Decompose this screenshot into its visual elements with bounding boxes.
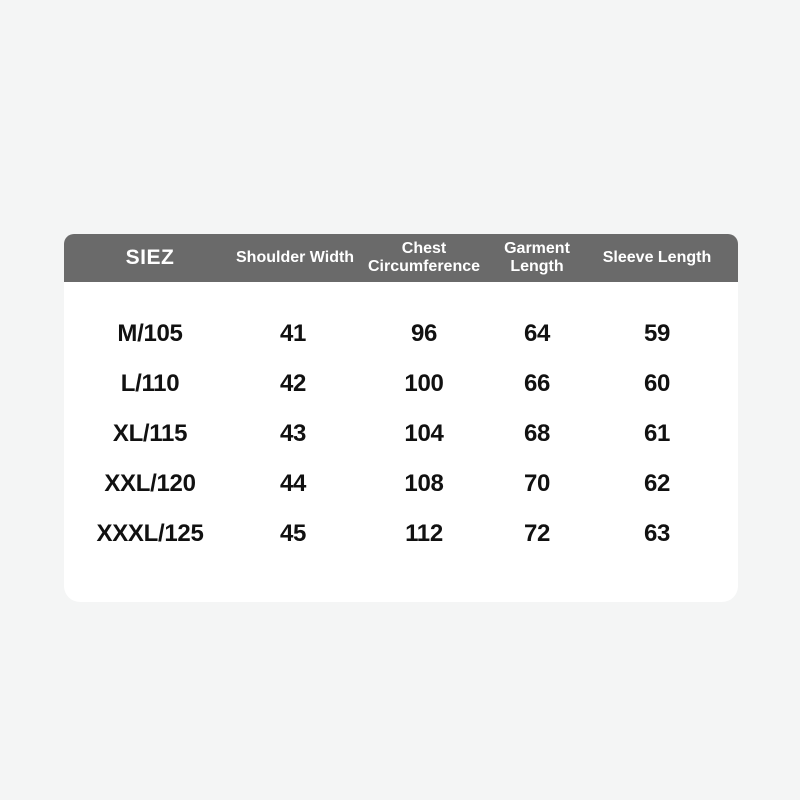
- sleeve-length-cell: 62: [643, 470, 671, 497]
- size-chart-header-row: SIEZ Shoulder Width Chest Circumference …: [64, 234, 738, 282]
- table-row: XXXL/125 45 112 72 63: [64, 509, 738, 559]
- column-header-line: Circumference: [367, 258, 481, 275]
- sleeve-length-cell: 63: [643, 520, 671, 547]
- shoulder-width-cell: 43: [279, 420, 307, 447]
- garment-length-cell: 72: [523, 520, 551, 547]
- chest-circumference-cell: 96: [410, 320, 438, 347]
- column-header-line: Chest: [401, 240, 447, 258]
- garment-length-cell: 66: [523, 370, 551, 397]
- garment-length-cell: 64: [523, 320, 551, 347]
- column-header-garment-length: Garment Length: [498, 240, 576, 276]
- chest-circumference-cell: 104: [404, 420, 444, 447]
- column-header-line: Length: [510, 258, 564, 275]
- table-row: M/105 41 96 64 59: [64, 309, 738, 359]
- column-header-shoulder-width: Shoulder Width: [236, 249, 355, 267]
- column-header-sleeve-length: Sleeve Length: [602, 249, 712, 267]
- size-chart-body: M/105 41 96 64 59 L/110 42 100 66 60 XL/…: [64, 282, 738, 602]
- table-row: L/110 42 100 66 60: [64, 359, 738, 409]
- sleeve-length-cell: 61: [643, 420, 671, 447]
- sleeve-length-cell: 59: [643, 320, 671, 347]
- garment-length-cell: 70: [523, 470, 551, 497]
- garment-length-cell: 68: [523, 420, 551, 447]
- size-chart-table: SIEZ Shoulder Width Chest Circumference …: [64, 234, 738, 602]
- chest-circumference-cell: 108: [404, 470, 444, 497]
- column-header-size: SIEZ: [125, 246, 175, 270]
- sleeve-length-cell: 60: [643, 370, 671, 397]
- chest-circumference-cell: 112: [405, 520, 443, 547]
- shoulder-width-cell: 42: [279, 370, 307, 397]
- size-cell: XXXL/125: [96, 520, 204, 547]
- size-cell: XXL/120: [104, 470, 196, 497]
- column-header-line: Garment: [504, 240, 570, 258]
- size-cell: XL/115: [112, 420, 188, 447]
- shoulder-width-cell: 44: [279, 470, 307, 497]
- size-cell: L/110: [120, 370, 180, 397]
- size-cell: M/105: [117, 320, 183, 347]
- chest-circumference-cell: 100: [404, 370, 444, 397]
- shoulder-width-cell: 45: [279, 520, 307, 547]
- table-row: XXL/120 44 108 70 62: [64, 459, 738, 509]
- shoulder-width-cell: 41: [279, 320, 307, 347]
- table-row: XL/115 43 104 68 61: [64, 409, 738, 459]
- column-header-chest-circumference: Chest Circumference: [350, 240, 498, 276]
